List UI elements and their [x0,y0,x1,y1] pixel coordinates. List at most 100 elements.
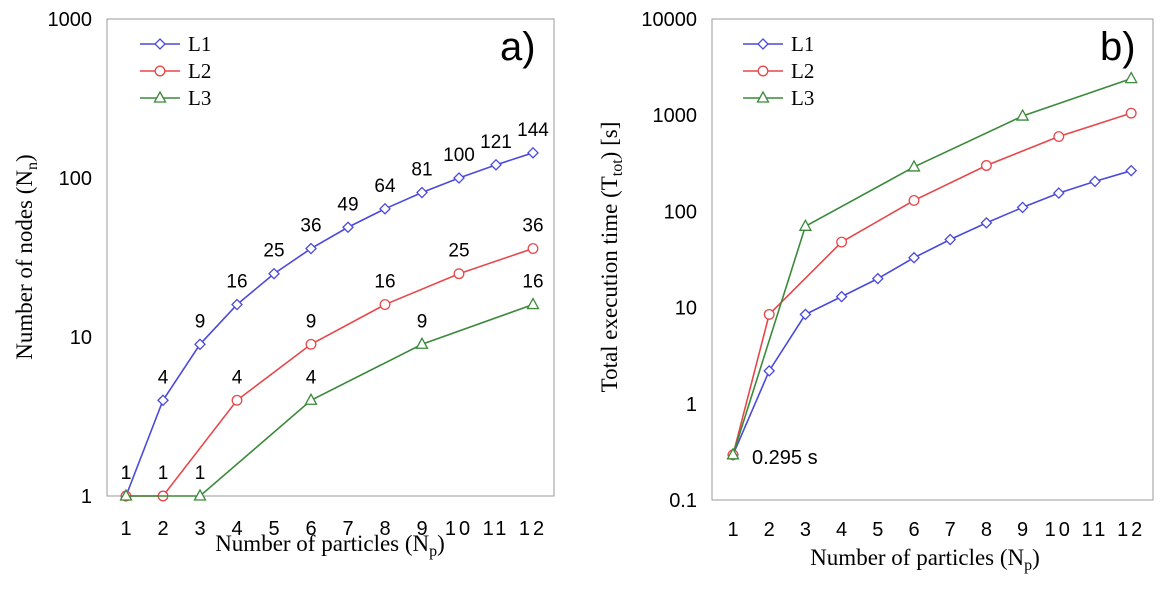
data-point-l1 [231,298,243,311]
legend-marker [154,38,166,50]
x-tick-label: 7 [945,519,956,541]
x-tick-labels-b: 1 2 3 4 5 6 7 8 9 10 11 12 [727,519,1142,541]
data-point-l2 [453,268,465,280]
legend-marker [153,90,167,103]
legend-marker [757,38,769,50]
data-point-l1 [908,251,920,264]
data-point-l1 [527,146,539,159]
x-tick-label: 5 [872,519,883,541]
series-l3: 1 4 9 16 [119,272,544,501]
x-tick-label: 9 [416,518,427,540]
legend-entry-l3: L3 [743,86,814,110]
data-label: 4 [158,367,169,388]
x-tick-label: 6 [305,518,316,540]
data-point-l3 [193,488,207,501]
x-tick-label: 3 [194,518,205,540]
data-point-l1 [835,290,848,303]
x-tick-label: 8 [981,519,992,541]
data-point-l1 [305,242,317,255]
data-point-l1 [157,394,169,407]
y-tick-label: 100 [664,201,697,223]
data-point-l1 [416,186,428,199]
y-axis-label-b: Total execution time (Ttot) [s] [597,122,626,393]
x-tick-label: 4 [836,519,847,541]
legend-label: L3 [791,86,814,110]
panel-label-a: a) [500,25,536,69]
data-point-l3 [415,336,429,349]
legend-entry-l1: L1 [743,32,814,56]
data-point-l1 [1089,175,1101,188]
data-point-l2 [908,194,920,206]
legend-label: L2 [791,59,814,83]
data-label: 1 [121,463,132,484]
data-point-l2 [305,338,317,350]
data-point-l1 [871,272,884,285]
series-l2 [727,107,1137,461]
data-label: 100 [443,145,475,166]
legend-label: L1 [791,32,814,56]
x-tick-label: 1 [727,519,738,541]
y-tick-label: 1 [81,486,92,508]
legend-marker [757,65,769,77]
data-label: 25 [263,241,284,262]
legend-marker [756,90,770,103]
data-point-l1 [944,233,957,246]
legend-entry-l2: L2 [140,59,211,83]
y-tick-labels-a: 1 10 100 1000 [48,9,93,508]
data-label: 4 [306,367,317,388]
x-tick-label: 8 [379,518,390,540]
data-point-l2 [527,243,539,254]
data-point-l3 [798,218,812,231]
y-tick-labels-b: 0.1 1 10 100 1000 10000 [641,9,697,512]
data-point-l1 [194,338,206,351]
y-axis-label-a: Number of nodes (Nn) [12,154,41,359]
legend-entry-l3: L3 [140,86,211,110]
data-label: 9 [306,311,317,332]
data-point-l3 [119,488,133,501]
x-tick-label: 5 [268,518,279,540]
x-tick-label: 9 [1017,519,1028,541]
data-label: 36 [522,216,543,237]
x-tick-label: 10 [445,518,473,540]
data-point-l2 [231,394,243,406]
data-label: 144 [517,120,549,141]
data-point-l1 [268,267,280,280]
x-tick-label: 1 [120,518,131,540]
legend-b: L1 L2 L3 [743,32,814,110]
data-point-l2 [763,308,775,320]
data-point-l2 [1053,131,1065,142]
series-l3 [726,71,1138,460]
data-label: 16 [374,272,395,293]
data-point-l3 [1016,108,1030,121]
data-point-l1 [763,364,776,377]
x-axis-label-b: Number of particles (Np) [810,545,1040,574]
plot-frame-a [106,18,555,497]
x-tick-label: 12 [519,518,547,540]
data-point-l1 [490,158,502,171]
data-label: 16 [226,272,247,293]
data-label: 36 [300,216,321,237]
plot-frame-b [711,18,1154,501]
legend-marker [154,65,166,77]
series-line-l1 [125,152,534,497]
x-axis-label-a: Number of particles (Np) [215,531,445,560]
series-line-l1 [732,169,1132,456]
series-group-b [726,71,1138,461]
data-point-l2 [379,299,391,310]
legend-entry-l2: L2 [743,59,814,83]
data-point-l2 [1125,107,1137,119]
data-point-l1 [980,216,993,229]
y-tick-label: 1 [686,394,697,416]
x-tick-label: 10 [1045,519,1073,541]
y-tick-label: 1000 [653,105,698,127]
data-point-l1 [1125,164,1138,177]
data-label: 9 [417,311,428,332]
data-point-l2 [836,236,848,248]
data-point-l3 [726,447,740,460]
data-point-l1 [453,172,465,184]
data-label: 49 [337,194,358,215]
